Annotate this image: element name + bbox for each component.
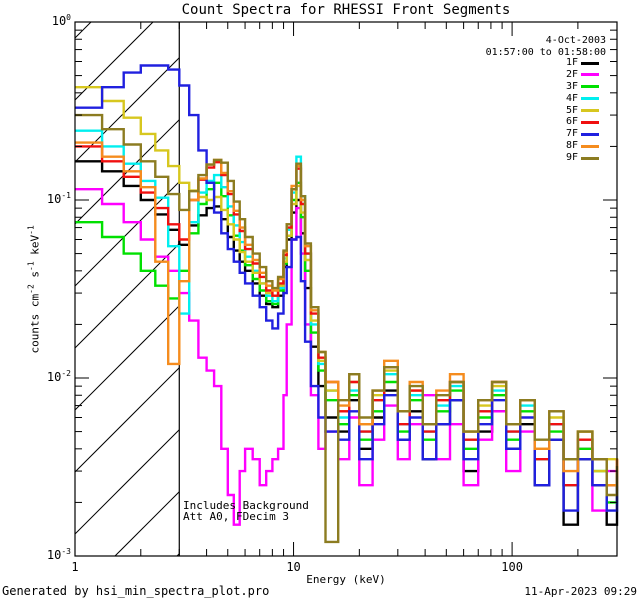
- axis-box: [74, 21, 618, 557]
- y-axis-label-part: keV: [28, 234, 42, 262]
- legend-label-5F: 5F: [565, 104, 578, 116]
- legend-color-line-4F: [581, 97, 599, 101]
- hatch-line: [74, 57, 180, 163]
- legend-color-line-5F: [581, 109, 599, 112]
- y-tick-label-10e-3: 10-3: [46, 547, 71, 562]
- x-tick-label-1: 1: [71, 560, 79, 574]
- legend-label-9F: 9F: [565, 152, 578, 163]
- legend-label-8F: 8F: [565, 140, 578, 152]
- legend-color-line-2F: [581, 73, 599, 77]
- legend-color-line-7F: [581, 132, 599, 136]
- annotation-attenuator-state: Att A0, FDecim 3: [183, 510, 289, 523]
- x-tick-label-10: 10: [286, 560, 301, 574]
- legend-color-line-6F: [581, 120, 599, 124]
- legend-color-line-9F: [581, 156, 599, 160]
- legend-label-3F: 3F: [565, 80, 578, 92]
- legend-label-7F: 7F: [565, 128, 578, 140]
- hatch-line: [74, 305, 180, 411]
- y-tick-label-10e-2: 10-2: [46, 369, 71, 384]
- legend-label-1F: 1F: [565, 57, 578, 68]
- hatch-line: [114, 491, 180, 557]
- hatch-line: [74, 367, 180, 473]
- hatch-line: [74, 429, 180, 535]
- x-axis-label: Energy (keV): [306, 573, 386, 586]
- hatch-line: [74, 243, 180, 349]
- y-tick-label-10e0: 100: [51, 13, 71, 28]
- y-axis-label-part: -1: [26, 261, 36, 271]
- annotation-includes-background: Includes Background: [183, 499, 309, 512]
- y-axis-label-part: s: [28, 270, 42, 285]
- y-axis-label-part: -2: [26, 284, 36, 294]
- footer-generator-credit: Generated by hsi_min_spectra_plot.pro: [2, 584, 270, 598]
- observation-time-range: 01:57:00 to 01:58:00: [485, 47, 606, 58]
- y-tick-label-10e-1: 10-1: [46, 191, 71, 206]
- legend-label-4F: 4F: [565, 92, 578, 104]
- legend-color-line-8F: [581, 144, 599, 148]
- footer-creation-timestamp: 11-Apr-2023 09:29: [524, 585, 637, 598]
- observation-date: 4-Oct-2003: [545, 35, 606, 46]
- y-axis-label-part: counts cm: [28, 293, 42, 354]
- y-axis-label-part: -1: [26, 225, 36, 235]
- legend-color-line-3F: [581, 85, 599, 89]
- legend-color-line-1F: [581, 61, 599, 65]
- hatch-line: [74, 21, 92, 39]
- hatch-line: [74, 181, 180, 287]
- x-tick-label-100: 100: [501, 560, 523, 574]
- spectrum-series-9F: [75, 113, 619, 544]
- legend-label-6F: 6F: [565, 116, 578, 128]
- y-axis-label: counts cm-2 s-1 keV-1: [27, 186, 42, 392]
- plot-title: Count Spectra for RHESSI Front Segments: [181, 2, 511, 18]
- legend-label-2F: 2F: [565, 68, 578, 80]
